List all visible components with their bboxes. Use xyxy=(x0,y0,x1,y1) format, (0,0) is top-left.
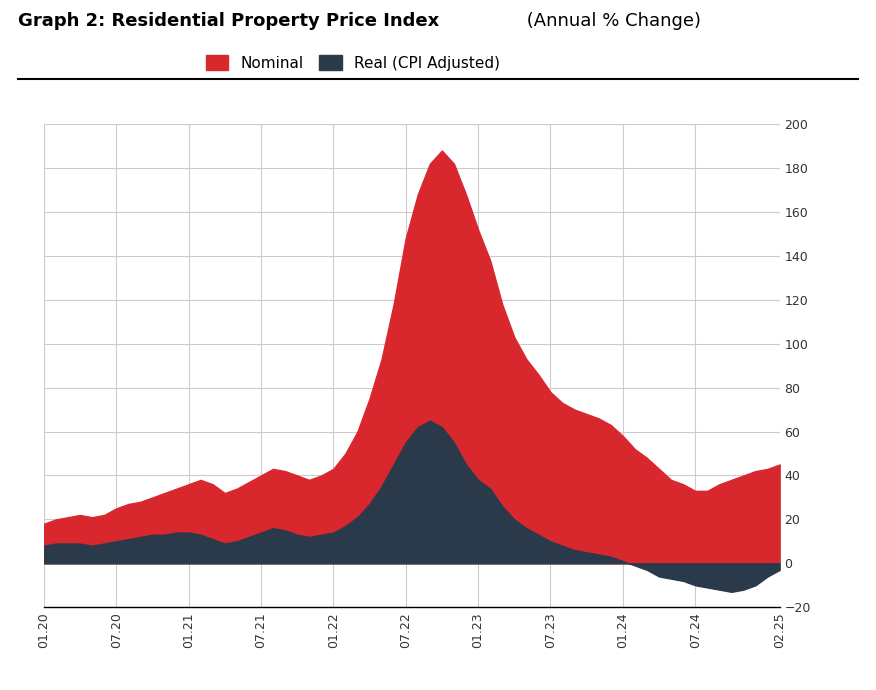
Text: (Annual % Change): (Annual % Change) xyxy=(521,12,701,30)
Text: Graph 2: Residential Property Price Index: Graph 2: Residential Property Price Inde… xyxy=(18,12,439,30)
Legend: Nominal, Real (CPI Adjusted): Nominal, Real (CPI Adjusted) xyxy=(206,55,500,70)
